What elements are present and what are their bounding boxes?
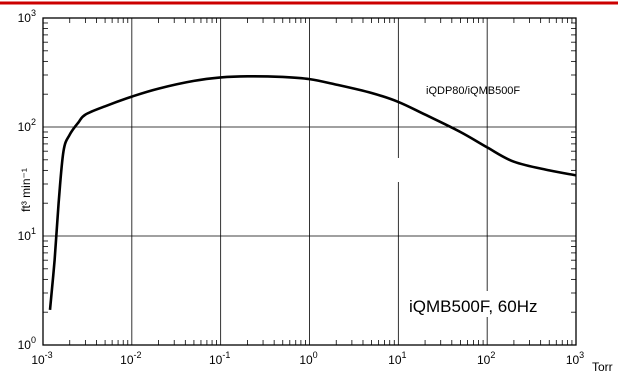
- x-tick-label: 103: [566, 350, 584, 367]
- x-tick-label: 102: [477, 350, 495, 367]
- y-tick-label: 101: [18, 226, 36, 243]
- y-tick-label: 102: [18, 117, 36, 134]
- grid-lines: [43, 18, 576, 345]
- minor-ticks: [43, 18, 576, 345]
- x-tick-label: 10-1: [209, 350, 230, 367]
- x-tick-label: 100: [299, 350, 317, 367]
- series-label: iQDP80/iQMB500F: [426, 85, 520, 97]
- x-tick-label: 10-3: [31, 350, 52, 367]
- model-label: iQMB500F, 60Hz: [409, 297, 538, 316]
- x-tick-label: 10-2: [120, 350, 141, 367]
- tick-labels: 10-3 10-2 10-1 100 101 102 103 100 101 102 103: [18, 8, 585, 367]
- y-tick-label: 100: [18, 335, 36, 352]
- y-tick-label: 103: [18, 8, 36, 25]
- model-label-box: [404, 291, 564, 317]
- x-axis-unit: Torr: [592, 360, 613, 373]
- series-line-iqdp80-iqmb500f: [48, 74, 577, 311]
- x-tick-label: 101: [388, 350, 406, 367]
- y-axis-title: ft³ min⁻¹: [19, 168, 33, 212]
